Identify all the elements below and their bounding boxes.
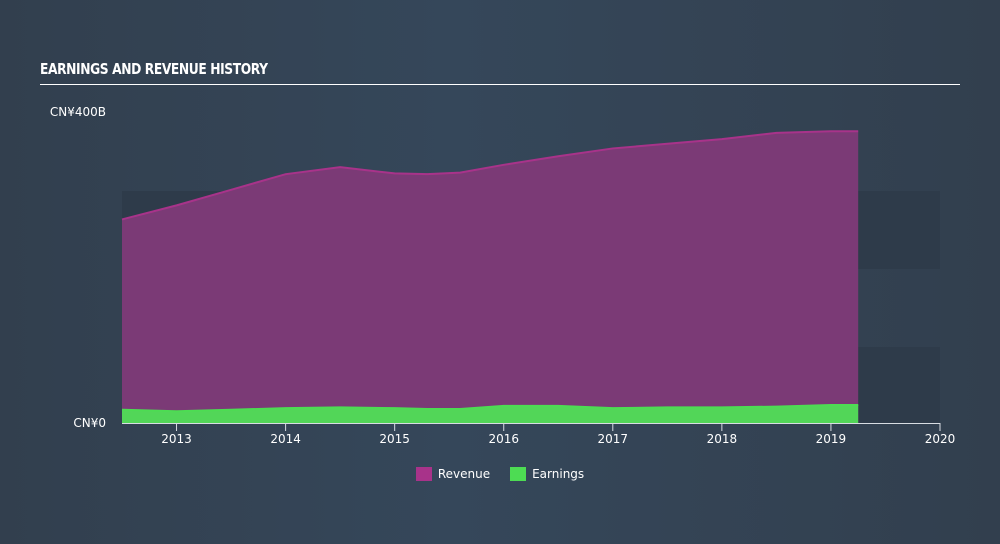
y-tick-label: CN¥0	[73, 416, 106, 430]
x-tick-label: 2014	[270, 432, 301, 446]
x-tick-label: 2016	[488, 432, 519, 446]
chart-title: EARNINGS AND REVENUE HISTORY	[40, 60, 268, 78]
x-tick-label: 2015	[379, 432, 410, 446]
area-revenue	[122, 131, 859, 423]
legend-label-revenue: Revenue	[437, 467, 491, 481]
x-tick-label: 2013	[161, 432, 192, 446]
legend-item-revenue[interactable]: Revenue	[415, 467, 491, 481]
x-tick-label: 2017	[598, 432, 629, 446]
legend-label-earnings: Earnings	[532, 467, 585, 481]
legend-item-earnings[interactable]: Earnings	[510, 467, 584, 481]
x-tick-label: 2019	[816, 432, 847, 446]
legend-swatch-revenue	[415, 467, 432, 481]
y-tick-label: CN¥400B	[50, 105, 106, 119]
legend: Revenue Earnings	[0, 467, 1000, 481]
title-divider	[40, 84, 960, 85]
area-earnings	[122, 405, 859, 423]
x-tick-label: 2018	[707, 432, 738, 446]
x-tick-label: 2020	[925, 432, 956, 446]
line-revenue	[121, 130, 859, 221]
legend-swatch-earnings	[510, 467, 527, 481]
line-earnings	[121, 404, 859, 413]
